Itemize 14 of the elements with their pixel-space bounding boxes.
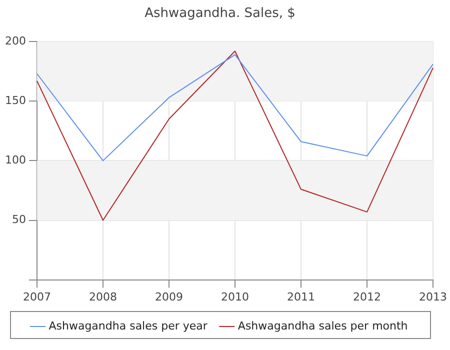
chart-title: Ashwagandha. Sales, $ (144, 6, 296, 22)
x-tick-label: 2010 (221, 290, 249, 304)
x-tick-label: 2012 (353, 290, 381, 304)
x-tick-label: 2008 (88, 290, 117, 304)
x-tick-label: 2011 (287, 290, 315, 304)
y-tick-label: 50 (12, 213, 26, 226)
y-tick-label: 100 (4, 154, 26, 167)
x-tick-label: 2009 (155, 290, 183, 304)
x-tick-label: 2007 (22, 290, 51, 304)
y-tick-label: 200 (4, 34, 26, 48)
x-tick-label: 2013 (419, 290, 448, 304)
y-tick-label: 150 (4, 94, 26, 108)
legend-label: Ashwagandha sales per year (48, 319, 208, 332)
legend-label: Ashwagandha sales per month (238, 319, 408, 332)
